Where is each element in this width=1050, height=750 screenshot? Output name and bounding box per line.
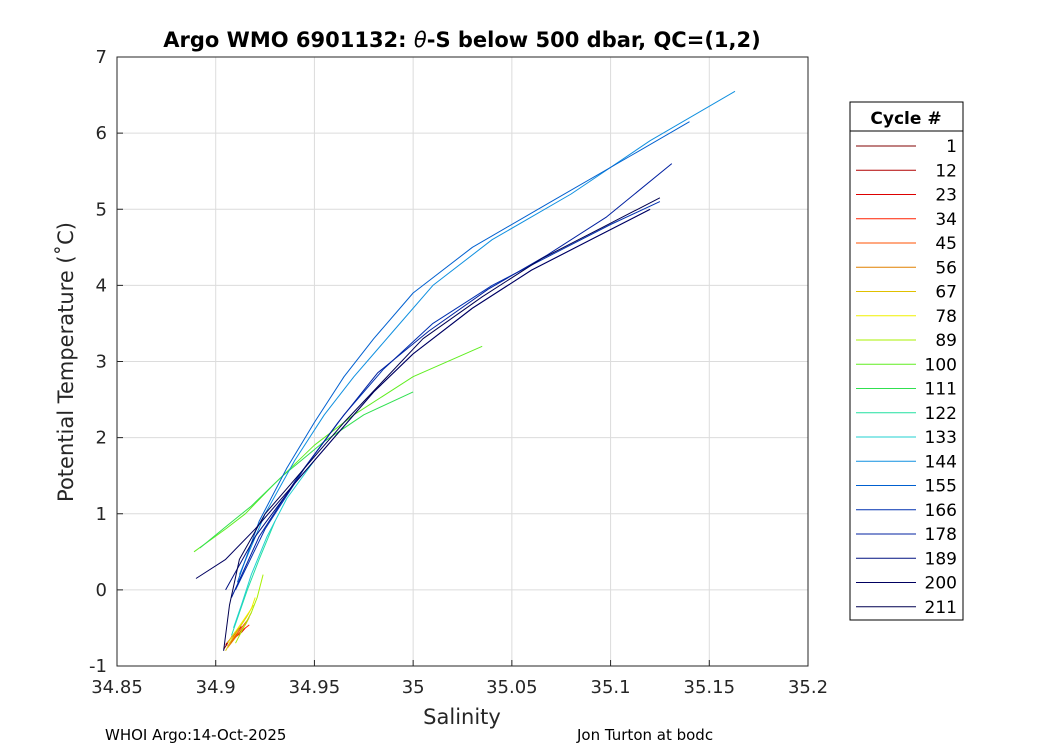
series-layer <box>193 90 736 652</box>
legend-label-122: 122 <box>925 404 957 424</box>
x-tick-label: 34.95 <box>289 677 341 698</box>
legend-title: Cycle # <box>870 109 941 129</box>
x-tick-label: 34.9 <box>196 677 236 698</box>
x-tick-label: 35.05 <box>486 677 538 698</box>
series-line-cycle-166 <box>235 201 661 591</box>
legend-label-211: 211 <box>925 598 957 618</box>
x-tick-label: 35 <box>402 677 425 698</box>
y-tick-label: 0 <box>96 580 107 601</box>
series-line-cycle-78 <box>227 597 256 644</box>
series-line-cycle-89 <box>235 574 264 644</box>
y-tick-label: 7 <box>96 47 107 68</box>
y-tick-label: 3 <box>96 352 107 373</box>
legend-label-45: 45 <box>935 234 957 254</box>
y-tick-label: 2 <box>96 428 107 449</box>
legend-label-56: 56 <box>935 258 957 278</box>
legend-label-200: 200 <box>925 574 957 594</box>
legend-label-111: 111 <box>925 380 957 400</box>
axis-ticks: 34.85 34.9 34.95 35 35.05 35.1 35.15 35.2-10123… <box>89 47 828 698</box>
footer-credit: Jon Turton at bodc <box>577 726 714 744</box>
legend-label-1: 1 <box>946 137 957 157</box>
legend-label-34: 34 <box>935 210 957 230</box>
legend: Cycle # 1 12 23 34 45 56 67 78 89 100 111 122 133 144… <box>849 101 964 621</box>
y-tick-label: 4 <box>96 275 107 296</box>
x-axis-label: Salinity <box>423 705 501 729</box>
legend-label-12: 12 <box>935 161 957 181</box>
series-line-cycle-122 <box>231 521 276 636</box>
legend-label-178: 178 <box>925 525 957 545</box>
y-tick-label: 5 <box>96 199 107 220</box>
series-line-cycle-100 <box>193 345 483 553</box>
y-axis-label: Potential Temperature (˚C) <box>54 222 78 502</box>
legend-label-78: 78 <box>935 307 957 327</box>
legend-label-166: 166 <box>925 501 957 521</box>
legend-label-189: 189 <box>925 549 957 569</box>
legend-label-89: 89 <box>935 331 957 351</box>
y-tick-label: -1 <box>89 656 107 677</box>
series-line-cycle-133 <box>233 460 315 629</box>
legend-label-100: 100 <box>925 355 957 375</box>
chart-title: Argo WMO 6901132: θ-S below 500 dbar, QC… <box>163 28 760 52</box>
x-tick-label: 35.15 <box>684 677 736 698</box>
legend-label-155: 155 <box>925 477 957 497</box>
series-line-cycle-200 <box>195 208 651 579</box>
series-line-cycle-178 <box>231 163 673 598</box>
x-tick-label: 34.85 <box>91 677 143 698</box>
series-line-cycle-211 <box>223 197 661 651</box>
series-line-cycle-155 <box>236 121 690 583</box>
footer-source: WHOI Argo:14-Oct-2025 <box>105 726 287 744</box>
legend-label-23: 23 <box>935 186 957 206</box>
y-tick-label: 1 <box>96 504 107 525</box>
legend-label-144: 144 <box>925 452 957 472</box>
y-tick-label: 6 <box>96 123 107 144</box>
legend-label-67: 67 <box>935 283 957 303</box>
x-tick-label: 35.2 <box>788 677 828 698</box>
legend-label-133: 133 <box>925 428 957 448</box>
x-tick-label: 35.1 <box>591 677 631 698</box>
series-line-cycle-144 <box>238 90 736 575</box>
